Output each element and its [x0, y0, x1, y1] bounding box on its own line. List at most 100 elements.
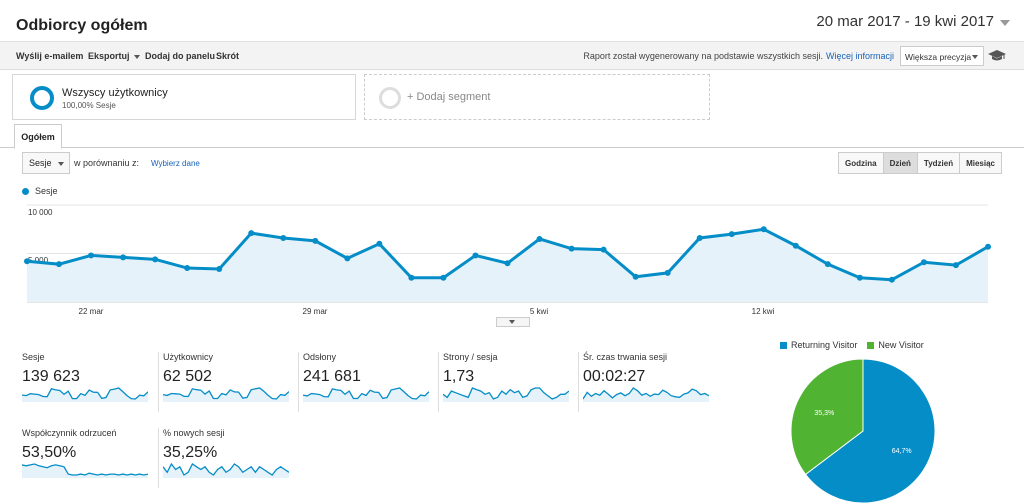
- scorecard[interactable]: Strony / sesja 1,73: [438, 352, 570, 412]
- chevron-down-icon: [509, 320, 515, 324]
- sparkline: [163, 462, 289, 478]
- data-point[interactable]: [824, 261, 831, 268]
- tab-overview[interactable]: Ogółem: [14, 124, 62, 149]
- series-legend-label: Sesje: [35, 186, 58, 196]
- choose-data-link[interactable]: Wybierz dane: [151, 159, 200, 168]
- data-point[interactable]: [664, 269, 671, 276]
- scorecard-value: 241 681: [303, 368, 361, 385]
- segment-ring-icon: [30, 86, 54, 110]
- date-range-picker[interactable]: 20 mar 2017 - 19 kwi 2017: [816, 13, 994, 30]
- chevron-down-icon: [58, 162, 64, 166]
- data-point[interactable]: [24, 258, 30, 265]
- data-point[interactable]: [56, 261, 63, 268]
- data-point[interactable]: [88, 252, 95, 259]
- data-point[interactable]: [792, 242, 799, 249]
- expand-chart-button[interactable]: [496, 317, 530, 327]
- granularity-day-button[interactable]: Dzień: [883, 153, 918, 173]
- graduation-cap-icon[interactable]: [988, 50, 1006, 62]
- data-point[interactable]: [600, 246, 607, 253]
- pie-legend: Returning Visitor New Visitor: [780, 340, 924, 350]
- data-point[interactable]: [632, 273, 639, 280]
- sparkline-line: [163, 462, 289, 476]
- add-to-dashboard-button[interactable]: Dodaj do panelu: [145, 51, 216, 61]
- y-tick-label: 10 000: [28, 208, 53, 217]
- data-point[interactable]: [856, 274, 863, 281]
- data-point[interactable]: [408, 274, 415, 281]
- add-segment-label: + Dodaj segment: [407, 91, 491, 103]
- segment-share: 100,00% Sesje: [62, 101, 116, 110]
- sparkline-area: [583, 388, 709, 402]
- sparkline-line: [443, 387, 569, 400]
- data-point[interactable]: [344, 255, 351, 262]
- scorecard[interactable]: Sesje 139 623: [18, 352, 150, 412]
- precision-select[interactable]: Większa precyzja: [900, 46, 984, 66]
- sparkline: [583, 387, 709, 402]
- visitor-type-pie-chart: 64,7% 35,3%: [790, 358, 936, 504]
- scorecard[interactable]: % nowych sesji 35,25%: [158, 428, 290, 488]
- data-point[interactable]: [952, 262, 959, 269]
- more-info-link[interactable]: Więcej informacji: [825, 51, 894, 61]
- scorecard-value: 62 502: [163, 368, 212, 385]
- compare-label: w porównaniu z:: [74, 158, 140, 168]
- sparkline: [163, 387, 289, 402]
- sparkline: [443, 387, 569, 402]
- report-toolbar: Wyślij e-mailem Eksportuj Dodaj do panel…: [0, 42, 1024, 70]
- data-point[interactable]: [376, 240, 383, 247]
- chevron-down-icon[interactable]: [1000, 20, 1010, 26]
- metric-select[interactable]: Sesje: [22, 152, 70, 174]
- pie-slice[interactable]: [804, 358, 936, 504]
- data-point[interactable]: [120, 254, 127, 261]
- scorecard-label: Współczynnik odrzuceń: [22, 428, 117, 438]
- granularity-week-button[interactable]: Tydzień: [917, 153, 961, 173]
- granularity-hour-button[interactable]: Godzina: [839, 153, 884, 173]
- granularity-switcher: Godzina Dzień Tydzień Miesiąc: [838, 152, 1002, 174]
- add-segment-button[interactable]: + Dodaj segment: [364, 74, 710, 120]
- scorecard-value: 1,73: [443, 368, 475, 385]
- sparkline-line: [583, 387, 709, 400]
- scorecard[interactable]: Śr. czas trwania sesji 00:02:27: [578, 352, 710, 412]
- data-point[interactable]: [504, 260, 511, 267]
- data-point[interactable]: [152, 256, 159, 263]
- pie-slice-label: 35,3%: [814, 410, 834, 417]
- data-point[interactable]: [472, 252, 479, 259]
- data-point[interactable]: [888, 276, 895, 283]
- granularity-month-button[interactable]: Miesiąc: [960, 153, 1001, 173]
- data-point[interactable]: [568, 245, 575, 252]
- segment-all-users[interactable]: Wszyscy użytkownicy 100,00% Sesje: [12, 74, 356, 120]
- email-button[interactable]: Wyślij e-mailem: [16, 51, 84, 61]
- data-point[interactable]: [760, 226, 767, 233]
- scorecard-label: Odsłony: [303, 352, 337, 362]
- data-point[interactable]: [216, 266, 223, 273]
- data-point[interactable]: [920, 259, 927, 266]
- pie-legend-item-new[interactable]: New Visitor: [867, 340, 924, 350]
- sparkline: [22, 463, 148, 478]
- tab-bar: Ogółem: [0, 124, 1024, 149]
- scorecard-value: 139 623: [22, 368, 80, 385]
- data-point[interactable]: [440, 274, 447, 281]
- data-point[interactable]: [280, 234, 287, 241]
- sampling-info-text: Raport został wygenerowany na podstawie …: [583, 51, 823, 61]
- scorecard-label: Strony / sesja: [443, 352, 498, 362]
- segment-name: Wszyscy użytkownicy: [62, 87, 168, 99]
- scorecard[interactable]: Użytkownicy 62 502: [158, 352, 290, 412]
- sparkline: [22, 387, 148, 402]
- data-point[interactable]: [312, 237, 319, 244]
- legend-swatch: [867, 342, 875, 350]
- scorecard[interactable]: Współczynnik odrzuceń 53,50%: [18, 428, 150, 488]
- data-point[interactable]: [184, 265, 191, 272]
- x-tick-label: 29 mar: [303, 307, 328, 316]
- pie-slice[interactable]: [790, 358, 864, 476]
- pie-slice-label: 64,7%: [892, 448, 912, 455]
- data-point[interactable]: [696, 234, 703, 241]
- pie-legend-item-returning[interactable]: Returning Visitor: [780, 340, 857, 350]
- sparkline-line: [22, 387, 148, 400]
- data-point[interactable]: [248, 230, 255, 237]
- scorecard-label: Sesje: [22, 352, 45, 362]
- data-point[interactable]: [985, 243, 991, 250]
- data-point[interactable]: [728, 231, 735, 238]
- scorecard[interactable]: Odsłony 241 681: [298, 352, 430, 412]
- export-button[interactable]: Eksportuj: [88, 51, 140, 61]
- data-point[interactable]: [536, 235, 543, 242]
- scorecard-value: 53,50%: [22, 444, 77, 461]
- shortcut-button[interactable]: Skrót: [216, 51, 240, 61]
